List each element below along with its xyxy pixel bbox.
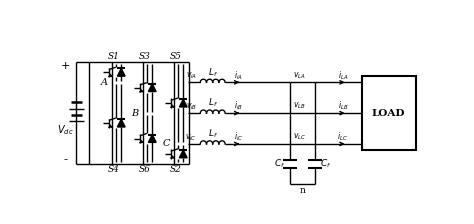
Text: -: - (64, 154, 67, 167)
Text: $C_f$: $C_f$ (320, 158, 331, 170)
Text: S1: S1 (108, 52, 119, 61)
Text: $L_f$: $L_f$ (208, 128, 218, 140)
Polygon shape (118, 119, 125, 127)
Text: $V_{dc}$: $V_{dc}$ (57, 123, 74, 137)
Text: +: + (61, 61, 70, 71)
Text: $i_{iC}$: $i_{iC}$ (234, 131, 243, 143)
Text: $v_{iB}$: $v_{iB}$ (186, 102, 197, 112)
Text: $v_{LA}$: $v_{LA}$ (292, 70, 305, 81)
Text: S4: S4 (108, 165, 119, 174)
Polygon shape (179, 99, 187, 107)
Text: A: A (100, 78, 108, 87)
Text: S2: S2 (170, 165, 182, 174)
Text: n: n (300, 186, 306, 195)
Text: $i_{iB}$: $i_{iB}$ (234, 100, 243, 112)
Text: S6: S6 (138, 165, 150, 174)
Text: $i_{LA}$: $i_{LA}$ (337, 69, 348, 82)
Polygon shape (148, 135, 156, 142)
Text: $i_{LB}$: $i_{LB}$ (337, 100, 348, 112)
Text: $v_{iC}$: $v_{iC}$ (185, 133, 197, 143)
Text: LOAD: LOAD (372, 109, 405, 118)
Text: $i_{LC}$: $i_{LC}$ (337, 131, 348, 143)
Text: S3: S3 (138, 52, 150, 61)
Text: $v_{LB}$: $v_{LB}$ (292, 101, 305, 112)
Polygon shape (148, 84, 156, 92)
Text: $C_f$: $C_f$ (273, 158, 285, 170)
Text: $i_{iA}$: $i_{iA}$ (234, 69, 243, 82)
Text: S5: S5 (170, 52, 182, 61)
Text: $L_f$: $L_f$ (208, 66, 218, 79)
Polygon shape (118, 69, 125, 76)
Text: $v_{LC}$: $v_{LC}$ (292, 132, 306, 142)
Text: $L_f$: $L_f$ (208, 97, 218, 109)
Text: C: C (163, 139, 170, 149)
Polygon shape (179, 150, 187, 158)
Text: B: B (132, 109, 139, 118)
Text: $v_{iA}$: $v_{iA}$ (186, 71, 197, 81)
Bar (362, 76, 416, 150)
